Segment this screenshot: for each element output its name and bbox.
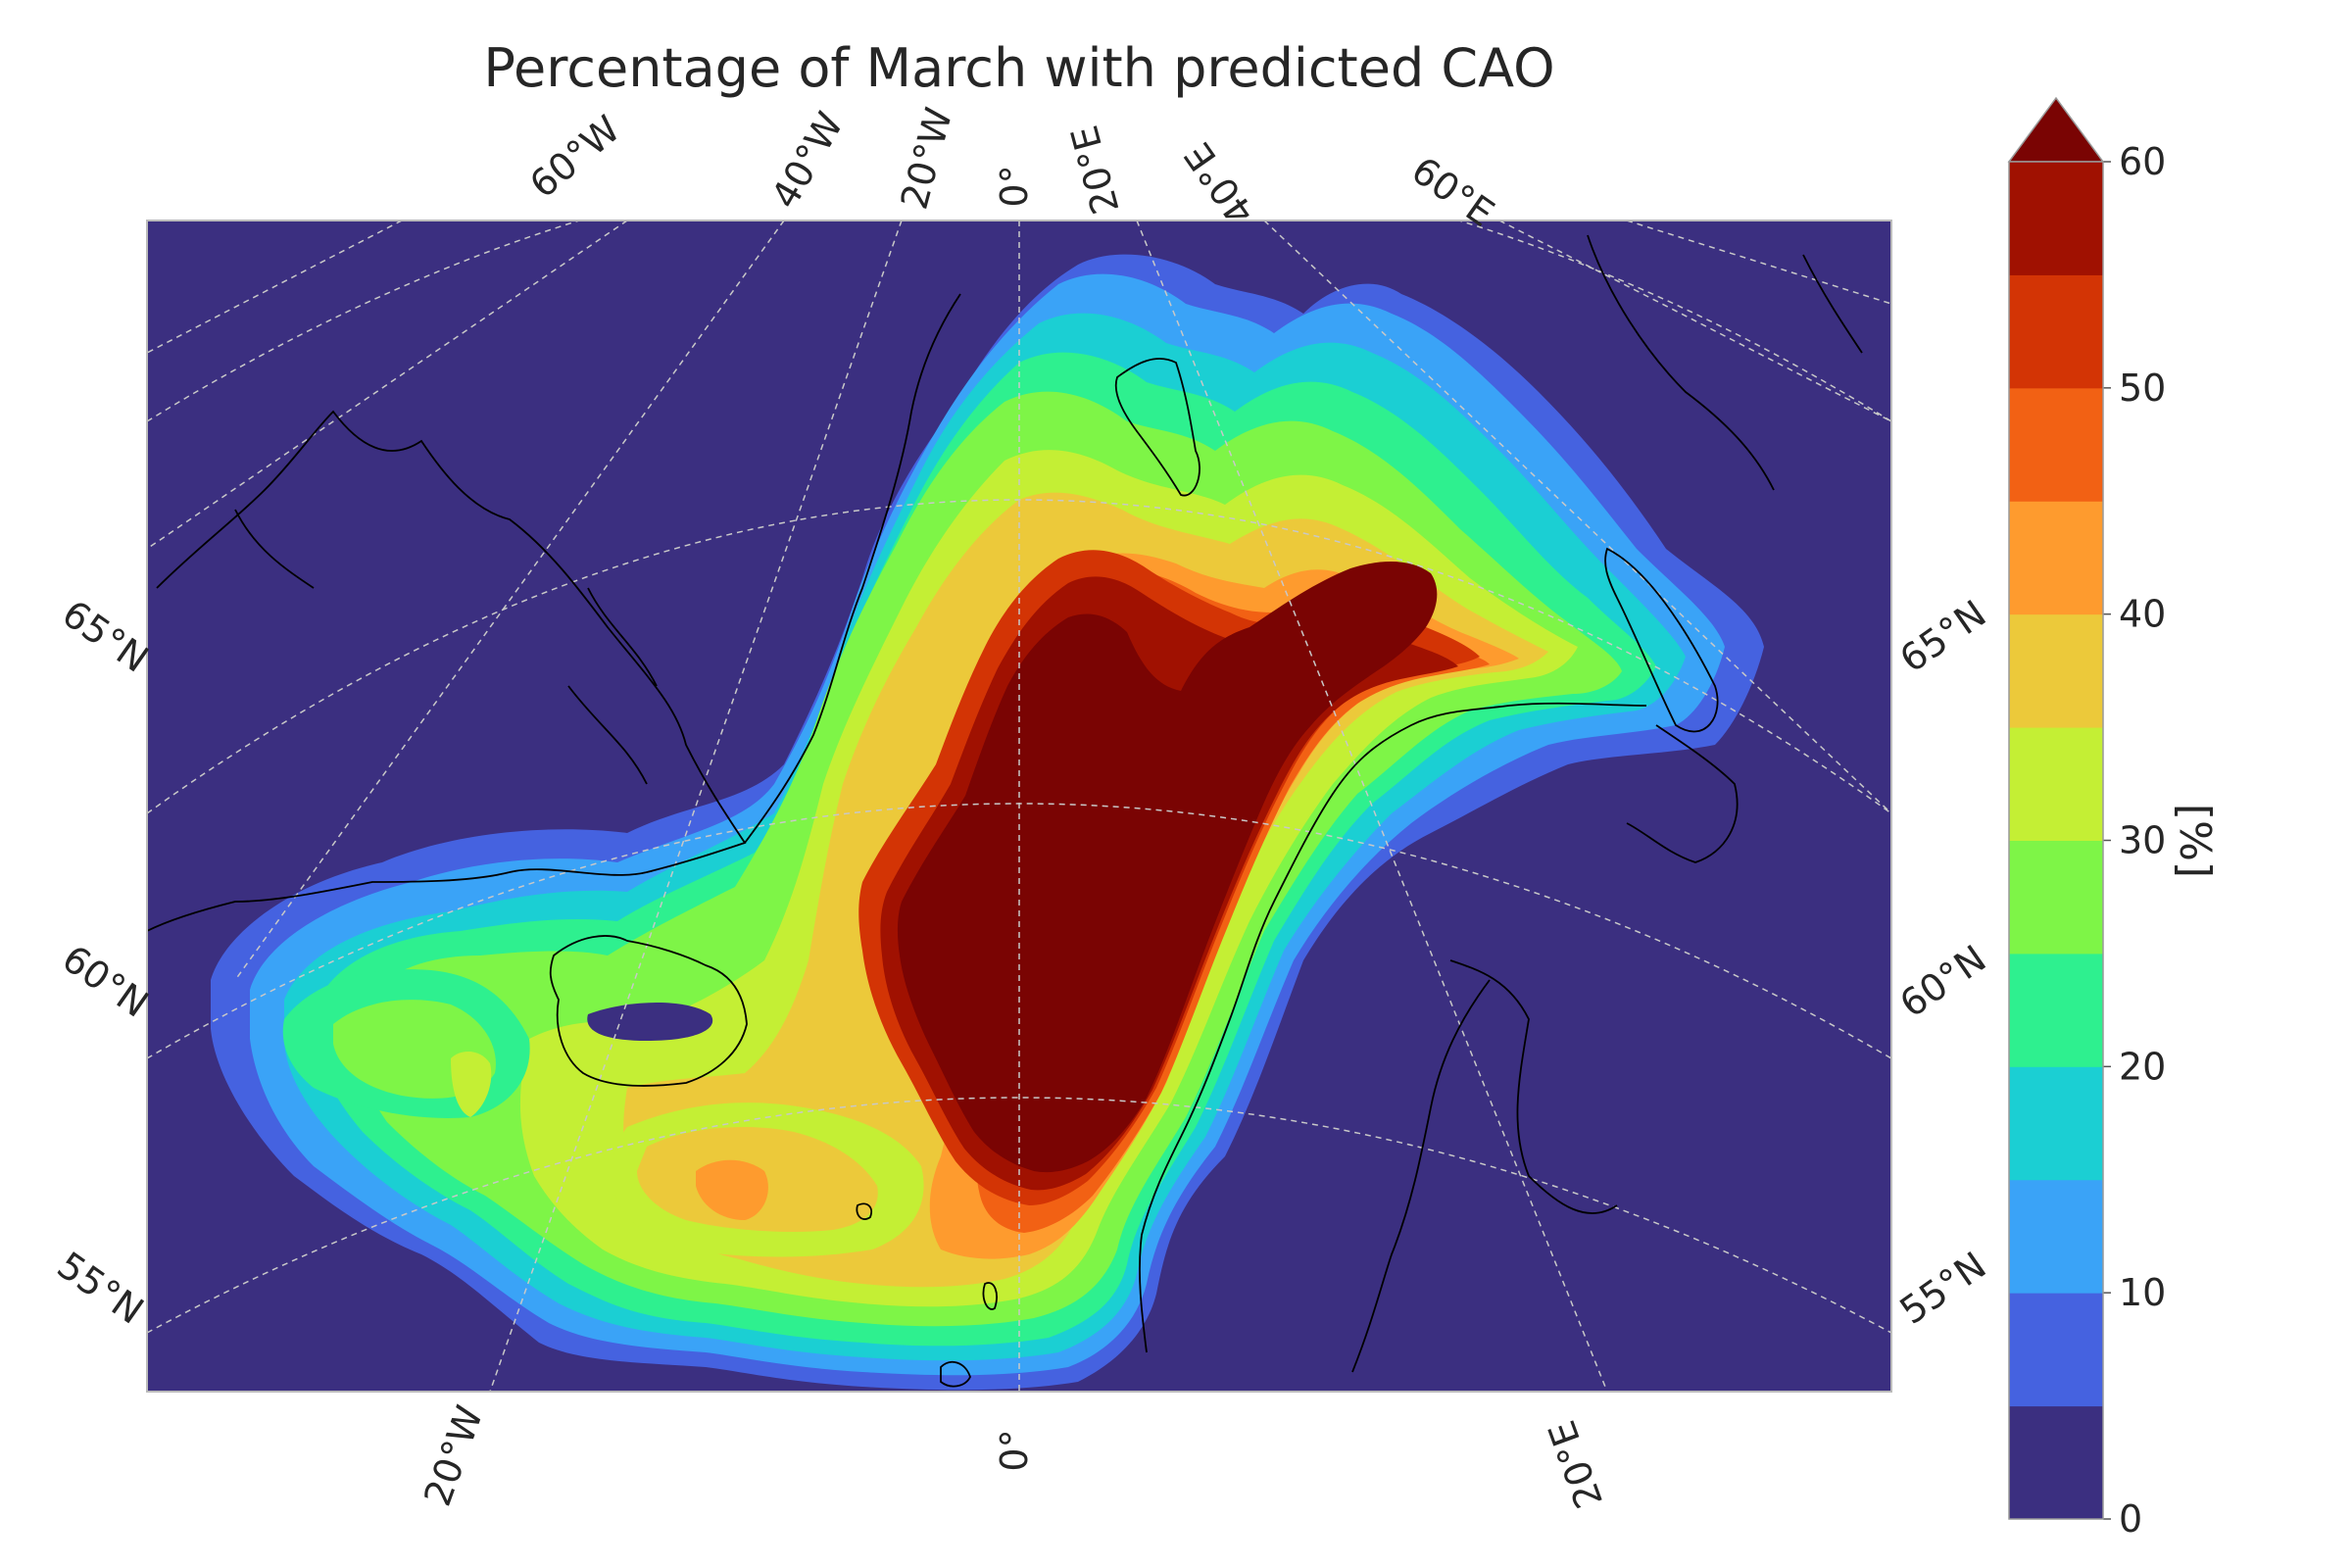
colorbar-segment	[2009, 953, 2103, 1067]
greenland-coast	[147, 410, 747, 932]
coastlines	[147, 234, 1863, 1388]
colorbar-segment	[2009, 274, 2103, 389]
colorbar-segment	[2009, 162, 2103, 275]
bottom-lon-label: 20°E	[1540, 1415, 1611, 1514]
right-lat-label: 60°N	[1892, 937, 1994, 1026]
colorbar-ticks: 0 10 20 30 40 50 60	[2103, 140, 2166, 1541]
bottom-lon-label: 0°	[993, 1429, 1036, 1471]
scandinavia-interior	[1351, 979, 1491, 1373]
colorbar-segment	[2009, 1066, 2103, 1181]
norway-coast	[1139, 702, 1647, 1353]
top-lon-label: 0°	[993, 165, 1036, 207]
svalbard-coast	[1114, 358, 1200, 497]
cao-contours	[211, 254, 1764, 1391]
colorbar-tick-label: 60	[2119, 140, 2166, 183]
left-lat-label: 55°N	[50, 1244, 152, 1333]
colorbar-segment	[2009, 727, 2103, 841]
colorbar-label: [%]	[2170, 804, 2220, 878]
top-lon-label: 20°E	[1062, 122, 1127, 220]
bottom-lon-label: 20°W	[416, 1400, 491, 1512]
iceland-interior	[587, 1002, 713, 1041]
right-latitude-labels: 65°N 60°N 55°N	[1892, 592, 1994, 1333]
colorbar-segment	[2009, 613, 2103, 728]
map-title: Percentage of March with predicted CAO	[483, 37, 1554, 99]
far-east-coast	[1587, 234, 1863, 491]
colorbar-tick-label: 40	[2119, 593, 2166, 636]
scotland-coast	[940, 1360, 971, 1388]
baltic-coast	[1449, 959, 1618, 1214]
left-latitude-labels: 65°N 60°N 55°N	[50, 592, 157, 1333]
faroe-islands	[856, 1202, 872, 1220]
colorbar-tick-label: 50	[2119, 367, 2166, 410]
top-lon-label: 20°W	[893, 103, 961, 214]
top-longitude-labels: 60°W 40°W 20°W 0° 20°E 40°E 60°E	[521, 103, 1501, 235]
left-lat-label: 60°N	[55, 937, 157, 1026]
contour-band	[897, 562, 1438, 1173]
right-lat-label: 55°N	[1892, 1244, 1994, 1333]
contour-band	[451, 1052, 492, 1117]
colorbar-tick-label: 10	[2119, 1271, 2166, 1314]
colorbar-segment	[2009, 840, 2103, 955]
kola-coast	[1626, 724, 1739, 863]
map-frame	[146, 220, 1892, 1393]
colorbar-segments	[2009, 162, 2103, 1520]
colorbar-segment	[2009, 387, 2103, 502]
right-lat-label: 65°N	[1892, 592, 1994, 681]
top-lon-label: 40°E	[1176, 134, 1262, 232]
shetland-islands	[982, 1282, 998, 1310]
iceland-coast	[549, 935, 748, 1087]
colorbar-tick-label: 20	[2119, 1045, 2166, 1088]
colorbar-segment	[2009, 1179, 2103, 1294]
greenland-east-coast	[744, 293, 961, 844]
greenland-fjords	[234, 509, 658, 785]
contour-band	[696, 1159, 768, 1220]
bottom-longitude-labels: 20°W 0° 20°E	[416, 1400, 1611, 1514]
colorbar-extend-arrow	[2007, 96, 2105, 163]
novaya-zemlya-coast	[1604, 547, 1719, 733]
colorbar-tick-label: 30	[2119, 819, 2166, 862]
top-lon-label: 40°W	[762, 105, 852, 216]
colorbar-segment	[2009, 1405, 2103, 1520]
top-lon-label: 60°W	[521, 107, 628, 206]
map-area	[147, 220, 1891, 1392]
colorbar: 0 10 20 30 40 50 60 [%]	[2007, 96, 2220, 1541]
colorbar-segment	[2009, 1293, 2103, 1407]
colorbar-tick-label: 0	[2119, 1497, 2142, 1541]
graticule	[147, 220, 1891, 1392]
colorbar-frame	[2008, 161, 2104, 1520]
left-lat-label: 65°N	[55, 592, 157, 681]
colorbar-segment	[2009, 501, 2103, 615]
